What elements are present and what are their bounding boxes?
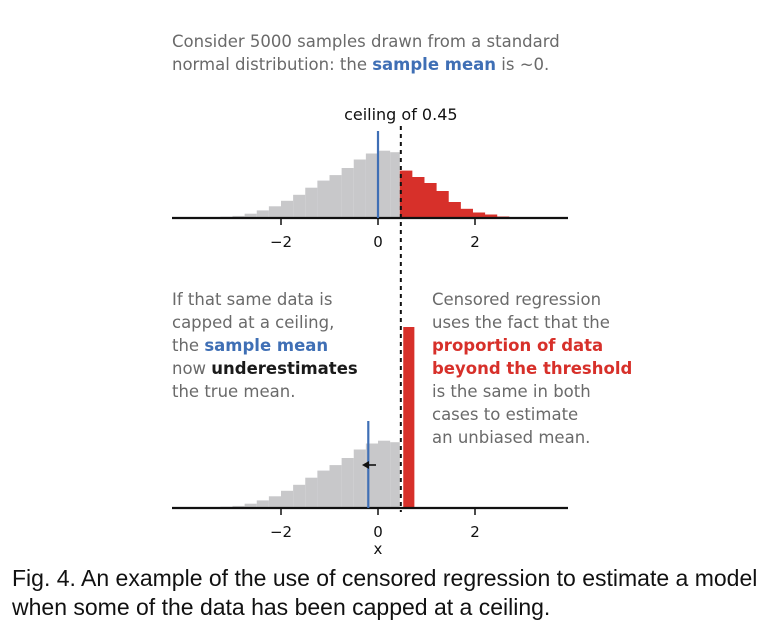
top-red-bar-3 xyxy=(436,191,449,218)
left-note-line-2: capped at a ceiling, xyxy=(172,313,335,332)
right-note-line-7: an unbiased mean. xyxy=(432,428,591,447)
top-gray-bar-4 xyxy=(268,206,281,218)
bottom-gray-bar-9 xyxy=(329,465,342,508)
top-red-bar-0 xyxy=(399,170,413,218)
top-gray-bar-8 xyxy=(317,180,330,218)
bottom-gray-bar-13 xyxy=(378,440,391,508)
ceiling-label: ceiling of 0.45 xyxy=(344,105,458,124)
top-gray-bar-7 xyxy=(305,187,318,218)
left-note-line-4: now underestimates xyxy=(172,357,412,380)
top-red-bar-6 xyxy=(472,212,486,218)
bottom-x-axis-label: x xyxy=(374,540,383,558)
top-gray-bar-9 xyxy=(329,175,342,218)
top-red-bar-7 xyxy=(484,214,498,218)
right-note-line-2: uses the fact that the xyxy=(432,313,610,332)
figure-caption: Fig. 4. An example of the use of censore… xyxy=(12,565,758,620)
top-gray-bar-5 xyxy=(281,200,294,218)
top-gray-bar-3 xyxy=(256,210,269,218)
top-gray-bar-11 xyxy=(353,159,366,218)
intro-line-2-start: normal distribution: the xyxy=(172,55,373,74)
left-note-line-3-start: the xyxy=(172,336,205,355)
top-red-bar-2 xyxy=(424,183,437,218)
top-tick-label-1: 0 xyxy=(373,233,383,251)
left-note-line-1: If that same data is xyxy=(172,290,333,309)
left-note-line-4-start: now xyxy=(172,359,212,378)
bottom-gray-bar-4 xyxy=(268,496,281,508)
top-tick-label-0: −2 xyxy=(270,233,292,251)
right-note-line-6: cases to estimate xyxy=(432,405,579,424)
left-note-line-5: the true mean. xyxy=(172,382,296,401)
bottom-gray-bar-11 xyxy=(353,449,366,508)
underestimates-highlight: underestimates xyxy=(211,359,358,378)
top-histogram-panel: −2 0 2 xyxy=(172,131,568,251)
intro-line-2: normal distribution: the sample mean is … xyxy=(172,53,632,76)
right-note-line-4: beyond the threshold xyxy=(432,359,633,378)
bottom-gray-bar-5 xyxy=(281,490,294,508)
bottom-capped-bar xyxy=(403,327,415,508)
bottom-gray-bar-8 xyxy=(317,470,330,508)
bottom-tick-label-1: 0 xyxy=(373,523,383,541)
right-note-line-1: Censored regression xyxy=(432,290,602,309)
mean-shift-arrow-head xyxy=(362,461,369,469)
top-gray-bar-10 xyxy=(341,168,354,218)
bottom-histogram-panel: −2 0 2 x xyxy=(172,327,568,558)
top-red-bar-5 xyxy=(460,208,473,218)
right-annotation: Censored regression uses the fact that t… xyxy=(432,288,692,449)
right-note-line-5: is the same in both xyxy=(432,382,591,401)
bottom-gray-bar-14 xyxy=(390,442,400,508)
censored-regression-figure: −2 0 2 −2 0 2 x ceiling of 0.45 xyxy=(172,105,568,558)
left-annotation: If that same data is capped at a ceiling… xyxy=(172,288,412,403)
top-gray-bar-6 xyxy=(293,194,306,218)
right-note-line-3: proportion of data xyxy=(432,336,604,355)
bottom-gray-bar-10 xyxy=(341,458,354,508)
intro-line-2-end: is ~0. xyxy=(496,55,550,74)
top-gray-bar-2 xyxy=(244,213,257,218)
bottom-gray-bar-6 xyxy=(293,484,306,508)
intro-text: Consider 5000 samples drawn from a stand… xyxy=(172,30,632,76)
top-red-bar-1 xyxy=(411,177,425,218)
top-gray-bar-14 xyxy=(390,152,400,218)
intro-line-1: Consider 5000 samples drawn from a stand… xyxy=(172,32,560,51)
top-gray-bar-13 xyxy=(378,150,391,218)
bottom-gray-bar-2 xyxy=(244,503,257,508)
bottom-gray-bar-7 xyxy=(305,477,318,508)
bottom-gray-bar-3 xyxy=(256,500,269,508)
left-note-line-3: the sample mean xyxy=(172,334,412,357)
bottom-tick-label-2: 2 xyxy=(470,523,480,541)
top-gray-bar-12 xyxy=(365,153,378,218)
sample-mean-highlight: sample mean xyxy=(372,55,497,74)
top-red-bar-4 xyxy=(448,202,461,218)
top-tick-label-2: 2 xyxy=(470,233,480,251)
sample-mean-highlight-2: sample mean xyxy=(204,336,329,355)
bottom-tick-label-0: −2 xyxy=(270,523,292,541)
